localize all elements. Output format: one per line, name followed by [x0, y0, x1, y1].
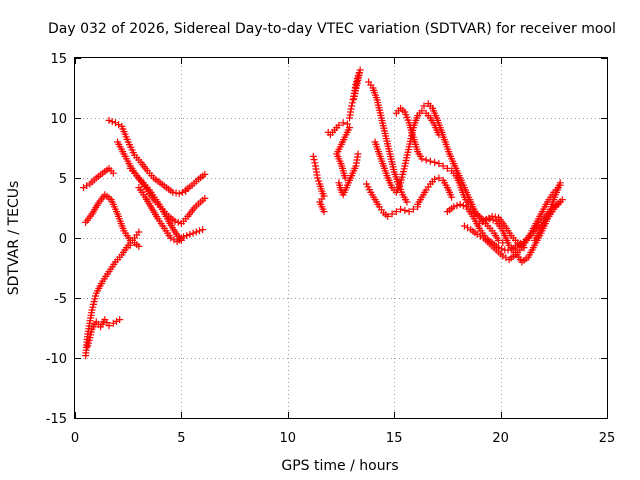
data-point: [349, 96, 357, 104]
data-point: [314, 174, 322, 182]
data-point: [556, 179, 564, 187]
data-point: [556, 198, 564, 206]
x-tick-label: 5: [177, 431, 185, 446]
y-tick-label: 5: [59, 172, 67, 187]
data-point: [520, 244, 528, 252]
data-point: [174, 218, 182, 226]
data-point: [403, 198, 411, 206]
data-point: [401, 206, 409, 214]
x-tick-label: 25: [599, 431, 616, 446]
data-point: [448, 193, 456, 201]
data-point: [435, 174, 443, 182]
y-tick-label: 15: [50, 52, 67, 67]
y-tick-label: -5: [54, 292, 67, 307]
data-point: [498, 245, 506, 253]
plot-frame: [74, 57, 608, 419]
data-point: [201, 194, 209, 202]
data-point: [311, 159, 319, 167]
data-point: [135, 228, 143, 236]
grid-lines: [75, 58, 607, 418]
data-point: [335, 121, 343, 129]
data-point: [418, 155, 426, 163]
y-tick-label: 10: [50, 112, 67, 127]
chart-title: Day 032 of 2026, Sidereal Day-to-day VTE…: [48, 21, 616, 37]
data-point: [189, 229, 197, 237]
data-point: [384, 212, 392, 220]
data-point: [112, 317, 120, 325]
data-point: [186, 230, 194, 238]
x-tick-label: 20: [492, 431, 509, 446]
data-point: [201, 170, 209, 178]
data-point: [405, 208, 413, 216]
data-point: [450, 203, 458, 211]
data-point: [105, 322, 113, 330]
data-point: [116, 316, 124, 324]
data-point: [343, 120, 351, 128]
data-point: [443, 164, 451, 172]
data-point: [431, 175, 439, 183]
x-axis-label: GPS time / hours: [281, 458, 398, 474]
x-tick-label: 0: [71, 431, 79, 446]
y-tick-label: 0: [59, 232, 67, 247]
data-point: [459, 202, 467, 210]
data-point: [115, 121, 123, 129]
x-tick-label: 10: [280, 431, 297, 446]
data-point: [195, 227, 203, 235]
data-point: [426, 157, 434, 165]
data-point: [175, 190, 183, 198]
data-point: [309, 152, 317, 160]
data-point: [108, 118, 116, 126]
data-point: [453, 202, 461, 210]
data-point: [392, 208, 400, 216]
data-point: [180, 233, 188, 241]
data-points: [80, 66, 566, 360]
data-point: [420, 102, 428, 110]
data-point: [171, 217, 179, 225]
data-point: [354, 150, 362, 158]
data-point: [418, 107, 426, 115]
y-axis-label: SDTVAR / TECUs: [6, 181, 22, 296]
data-point: [409, 205, 417, 213]
data-point: [439, 162, 447, 170]
data-point: [352, 84, 360, 92]
data-point: [315, 177, 323, 185]
data-point: [431, 158, 439, 166]
data-point: [422, 156, 430, 164]
data-point: [348, 102, 356, 110]
data-point: [111, 119, 119, 127]
data-point: [80, 184, 88, 192]
data-point: [435, 160, 443, 168]
data-point: [109, 169, 117, 177]
data-point: [388, 210, 396, 218]
data-point: [135, 242, 143, 250]
data-point: [339, 119, 347, 127]
data-point: [192, 228, 200, 236]
x-tick-label: 15: [386, 431, 403, 446]
data-point: [460, 222, 468, 230]
data-point: [494, 236, 502, 244]
data-point: [199, 226, 207, 234]
axis-ticks: 0 5 10 15 20 25 -15 -10 -5 0 5 10 15: [46, 52, 616, 446]
data-point: [464, 224, 472, 232]
data-point: [397, 205, 405, 213]
data-point: [310, 156, 318, 164]
data-point: [348, 99, 356, 107]
data-point: [105, 116, 113, 124]
y-tick-label: -15: [46, 412, 67, 427]
y-tick-label: -10: [46, 352, 67, 367]
data-point: [83, 182, 91, 190]
data-point: [320, 208, 328, 216]
data-point: [456, 200, 464, 208]
data-point: [183, 232, 191, 240]
